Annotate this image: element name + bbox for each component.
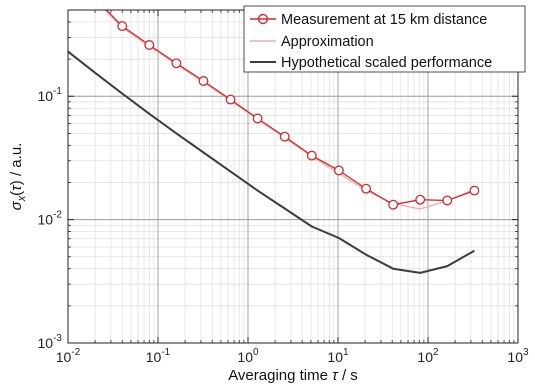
data-point-measurement <box>225 94 236 105</box>
x-tick-label: 103 <box>507 347 529 365</box>
legend-label-hypothetical: Hypothetical scaled performance <box>281 55 492 71</box>
legend-entry-measurement: Measurement at 15 km distance <box>250 12 487 28</box>
data-point-measurement <box>252 113 263 124</box>
series-line-hypothetical <box>68 50 475 274</box>
data-point-measurement <box>198 76 209 86</box>
data-point-measurement <box>144 40 155 50</box>
legend-label-measurement: Measurement at 15 km distance <box>281 12 487 28</box>
series-layer <box>68 10 480 274</box>
y-tick-label: 10-2 <box>38 210 63 228</box>
minor-grid <box>68 10 518 343</box>
legend-box <box>243 5 526 73</box>
y-tick-label: 10-3 <box>38 333 63 351</box>
x-axis-title: Averaging time τ / s <box>228 367 358 384</box>
y-axis-title: σx(τ) / a.u. <box>8 143 28 211</box>
legend-label-approximation: Approximation <box>281 34 374 50</box>
x-tick-label: 101 <box>327 347 349 365</box>
data-point-measurement <box>361 183 372 194</box>
data-point-measurement <box>469 185 480 196</box>
legend-entry-hypothetical: Hypothetical scaled performance <box>250 55 492 71</box>
x-tick-label: 100 <box>237 347 259 365</box>
data-point-measurement <box>279 131 290 142</box>
data-point-measurement <box>117 21 128 32</box>
legend-marker-measurement <box>257 13 269 25</box>
legend-entry-approximation: Approximation <box>250 34 374 50</box>
x-tick-label: 10-2 <box>56 347 81 365</box>
data-point-measurement <box>415 194 426 205</box>
data-point-measurement <box>442 195 453 206</box>
legend: Measurement at 15 km distance Approximat… <box>243 5 526 73</box>
data-point-measurement <box>333 165 344 176</box>
x-tick-label: 102 <box>417 347 439 365</box>
x-tick-label: 10-1 <box>146 347 171 365</box>
data-point-measurement <box>388 199 399 210</box>
y-tick-label: 10-1 <box>38 86 63 104</box>
data-point-measurement <box>306 150 317 161</box>
data-point-measurement <box>171 58 182 69</box>
